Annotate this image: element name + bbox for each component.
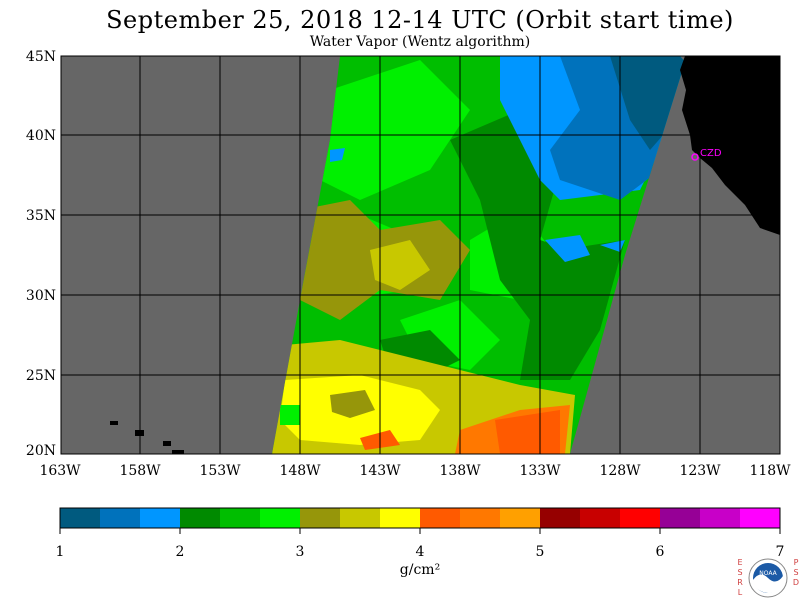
map-frame — [60, 55, 781, 455]
colorbar-label-5: 5 — [535, 544, 545, 560]
colorbar-label-6: 6 — [655, 544, 665, 560]
lon-label-133w: 133W — [519, 463, 561, 479]
lat-label-20n: 20N — [25, 443, 56, 459]
lon-label-153w: 153W — [199, 463, 241, 479]
colorbar — [60, 508, 781, 528]
colorbar-swatch — [340, 508, 381, 528]
colorbar-swatch — [580, 508, 621, 528]
colorbar-swatch — [460, 508, 501, 528]
lat-label-35n: 35N — [25, 208, 56, 224]
colorbar-swatch — [620, 508, 661, 528]
lat-label-30n: 30N — [25, 288, 56, 304]
lon-label-158w: 158W — [119, 463, 161, 479]
lon-label-128w: 128W — [599, 463, 641, 479]
colorbar-swatch — [500, 508, 541, 528]
colorbar-swatch — [60, 508, 101, 528]
colorbar-label-2: 2 — [175, 544, 185, 560]
colorbar-label-3: 3 — [295, 544, 305, 560]
lon-label-163w: 163W — [39, 463, 81, 479]
lon-label-123w: 123W — [679, 463, 721, 479]
map-title: September 25, 2018 12-14 UTC (Orbit star… — [106, 6, 734, 34]
colorbar-swatch — [140, 508, 181, 528]
station-label: CZD — [700, 148, 722, 159]
lat-label-40n: 40N — [25, 128, 56, 144]
island — [172, 450, 184, 454]
colorbar-label-4: 4 — [415, 544, 425, 560]
colorbar-swatch — [700, 508, 741, 528]
colorbar-swatch — [420, 508, 461, 528]
colorbar-swatch — [100, 508, 141, 528]
colorbar-ticks — [59, 528, 781, 534]
noaa-emblem-icon: NOAA — [748, 558, 788, 598]
island — [110, 421, 118, 425]
noaa-esrl-logo: E S R L NOAA P S D — [736, 556, 800, 600]
colorbar-swatch — [380, 508, 421, 528]
logo-name: NOAA — [759, 570, 777, 577]
station-marker — [691, 153, 699, 161]
colorbar-swatch — [540, 508, 581, 528]
grid-lines — [61, 56, 780, 454]
colorbar-swatch — [260, 508, 301, 528]
colorbar-label-1: 1 — [55, 544, 65, 560]
logo-right-letters: P S D — [792, 558, 800, 587]
lon-label-143w: 143W — [359, 463, 401, 479]
logo-left-letters: E S R L — [737, 558, 743, 597]
land-mass — [680, 56, 780, 235]
colorbar-swatch — [180, 508, 221, 528]
lat-label-25n: 25N — [25, 368, 56, 384]
map-subtitle: Water Vapor (Wentz algorithm) — [309, 34, 531, 50]
colorbar-units: g/cm² — [399, 562, 441, 578]
colorbar-swatch — [220, 508, 261, 528]
island — [163, 441, 171, 446]
lon-label-138w: 138W — [439, 463, 481, 479]
lon-label-148w: 148W — [279, 463, 321, 479]
colorbar-label-7: 7 — [775, 544, 785, 560]
lat-label-45n: 45N — [25, 49, 56, 65]
lon-label-118w: 118W — [749, 463, 791, 479]
colorbar-swatch — [740, 508, 781, 528]
colorbar-swatch — [300, 508, 341, 528]
colorbar-swatch — [660, 508, 701, 528]
